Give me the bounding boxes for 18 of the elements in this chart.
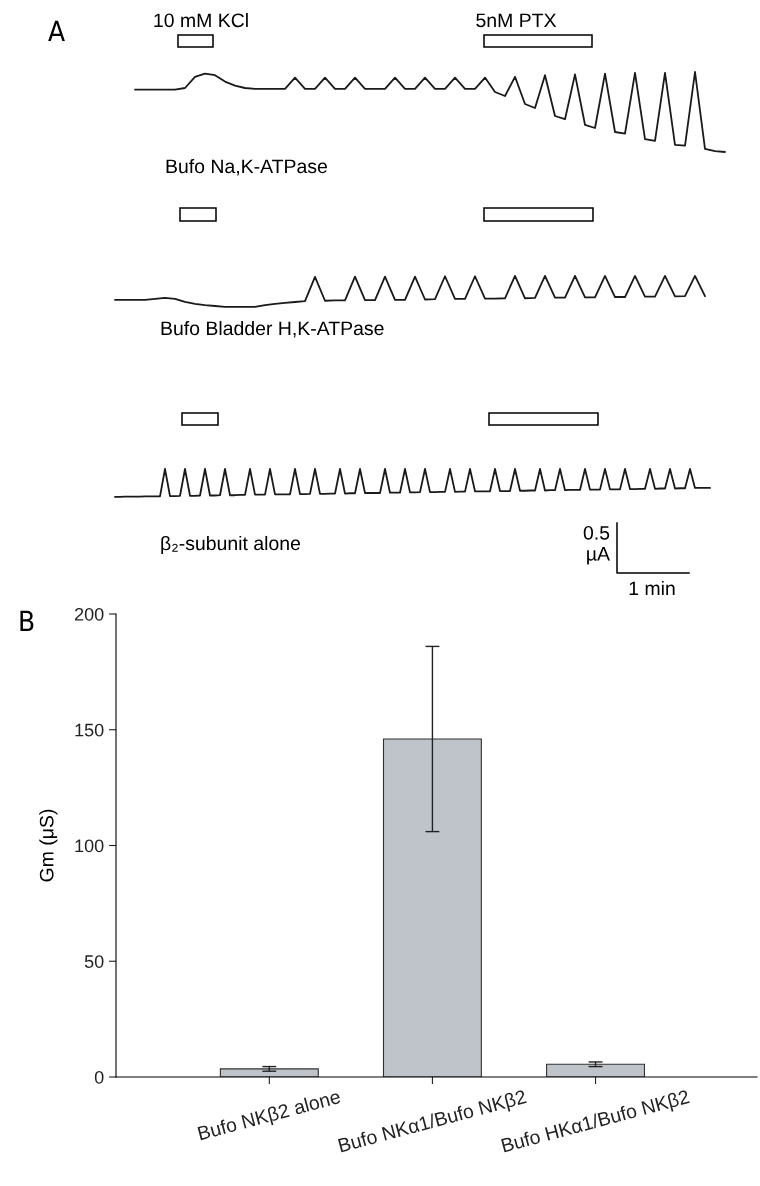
text: 5nM PTX xyxy=(476,13,557,28)
y-axis-title: Gm (μS) xyxy=(39,809,58,882)
x-axis-title: Bufo Bladder H,K-ATPase xyxy=(161,320,384,338)
y-tick-label: 200 xyxy=(74,607,104,621)
y-tick-label: 0 xyxy=(94,1070,104,1084)
chart-title: A xyxy=(48,20,65,42)
text: 1 min xyxy=(629,580,675,596)
text: 0.5 µA xyxy=(583,525,610,565)
x-axis-title: Bufo Na,K-ATPase xyxy=(166,158,327,176)
bar xyxy=(382,738,482,1077)
chart-title: B xyxy=(20,610,34,632)
text: 10 mM KCl xyxy=(154,12,248,28)
y-tick-label: 100 xyxy=(75,839,104,853)
bar xyxy=(546,1063,646,1077)
x-axis-title: β₂-subunit alone xyxy=(161,535,301,555)
y-tick-label: 150 xyxy=(75,723,104,737)
y-tick-label: 50 xyxy=(84,955,104,968)
bar xyxy=(219,1068,319,1077)
